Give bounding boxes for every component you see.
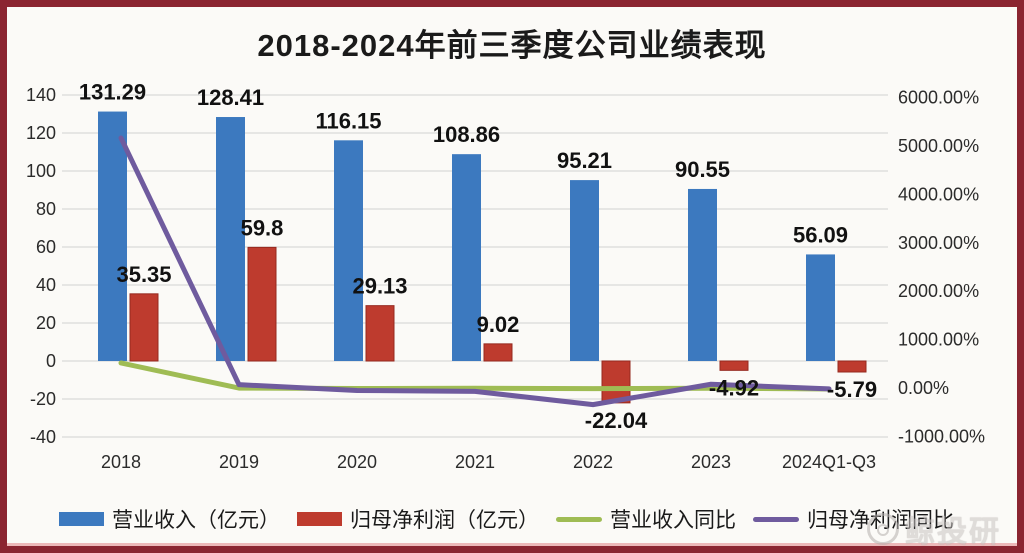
bar-value-label: 95.21	[557, 148, 612, 173]
left-axis-label: 20	[36, 313, 56, 333]
revenue-bar-2023	[688, 188, 717, 361]
watermark: 鲸投研	[867, 507, 1001, 549]
net-profit-bar-2024Q1-Q3	[837, 360, 867, 373]
bar-value-label: 90.55	[675, 157, 730, 182]
left-axis-label: -20	[30, 389, 56, 409]
right-axis-label: 2000.00%	[898, 281, 979, 301]
right-axis-label: 6000.00%	[898, 88, 979, 108]
net-profit-bar-2023	[719, 360, 749, 371]
legend-item-revenue-yoy: 营业收入同比	[556, 504, 736, 534]
bar-value-label: 59.8	[241, 215, 284, 240]
revenue-bar-2019	[216, 117, 245, 362]
left-axis-label: 120	[26, 123, 56, 143]
revenue-bar-2024Q1-Q3	[806, 254, 835, 361]
right-axis-label: 4000.00%	[898, 184, 979, 204]
x-tick-label: 2021	[455, 452, 495, 472]
bar-value-label: 108.86	[433, 122, 500, 147]
legend-label-revenue-yoy: 营业收入同比	[610, 509, 736, 532]
bar-value-label: -5.79	[827, 377, 877, 402]
x-tick-label: 2019	[219, 452, 259, 472]
net-profit-bar-2019	[247, 246, 277, 362]
bar-value-label: -4.92	[709, 375, 759, 400]
left-axis-label: 40	[36, 275, 56, 295]
bar-value-label: 29.13	[352, 274, 407, 299]
legend-item-revenue: 营业收入（亿元）	[59, 504, 280, 534]
right-axis-label: -1000.00%	[898, 426, 985, 446]
net-profit-yoy-line-swatch-icon	[753, 516, 799, 522]
revenue-bar-2020	[334, 140, 363, 361]
bar-value-label: 131.29	[79, 80, 146, 105]
left-axis-label: 0	[46, 351, 56, 371]
legend-item-net-profit: 归母净利润（亿元）	[297, 504, 539, 534]
left-axis-label: 60	[36, 237, 56, 257]
revenue-yoy-line-swatch-icon	[556, 516, 602, 522]
revenue-bar-2022	[570, 180, 599, 361]
legend-label-revenue: 营业收入（亿元）	[112, 509, 280, 532]
left-axis-label: 80	[36, 199, 56, 219]
x-tick-label: 2020	[337, 452, 377, 472]
bar-value-label: 56.09	[793, 222, 848, 247]
bar-value-label: 116.15	[315, 108, 381, 133]
revenue-bar-2021	[452, 154, 481, 361]
right-axis-label: 3000.00%	[898, 233, 979, 253]
left-axis-label: -40	[30, 427, 56, 447]
left-axis-label: 140	[26, 85, 56, 105]
net-profit-bar-2018	[129, 293, 159, 362]
right-axis-label: 0.00%	[898, 378, 949, 398]
bar-value-label: 128.41	[197, 85, 264, 110]
revenue-bar-swatch-icon	[59, 512, 104, 526]
net-profit-yoy-line	[118, 135, 832, 408]
x-tick-label: 2018	[101, 452, 141, 472]
watermark-text: 鲸投研	[905, 516, 1001, 549]
net-profit-bar-2021	[483, 343, 513, 362]
right-axis-label: 1000.00%	[898, 330, 979, 350]
x-tick-label: 2024Q1-Q3	[782, 452, 876, 472]
x-tick-label: 2022	[573, 452, 613, 472]
net-profit-bar-swatch-icon	[297, 512, 342, 526]
whale-logo-icon	[867, 513, 899, 545]
chart-legend: 营业收入（亿元） 归母净利润（亿元） 营业收入同比 归母净利润同比	[59, 505, 954, 533]
bar-value-label: 35.35	[116, 262, 171, 287]
x-tick-label: 2023	[691, 452, 731, 472]
revenue-yoy-line	[118, 360, 832, 392]
right-axis-label: 5000.00%	[898, 136, 979, 156]
revenue-bar-2018	[98, 111, 127, 361]
bar-value-label: 9.02	[477, 312, 520, 337]
combo-chart: 140 120 100 80 60 40 20 0 -20 -40 6000.00% 5000.00%…	[26, 80, 985, 472]
bar-value-label: -22.04	[585, 408, 648, 433]
legend-label-net-profit: 归母净利润（亿元）	[350, 509, 539, 532]
net-profit-bar-2020	[365, 305, 395, 362]
chart-title: 2018-2024年前三季度公司业绩表现	[257, 28, 767, 63]
left-axis-label: 100	[26, 161, 56, 181]
